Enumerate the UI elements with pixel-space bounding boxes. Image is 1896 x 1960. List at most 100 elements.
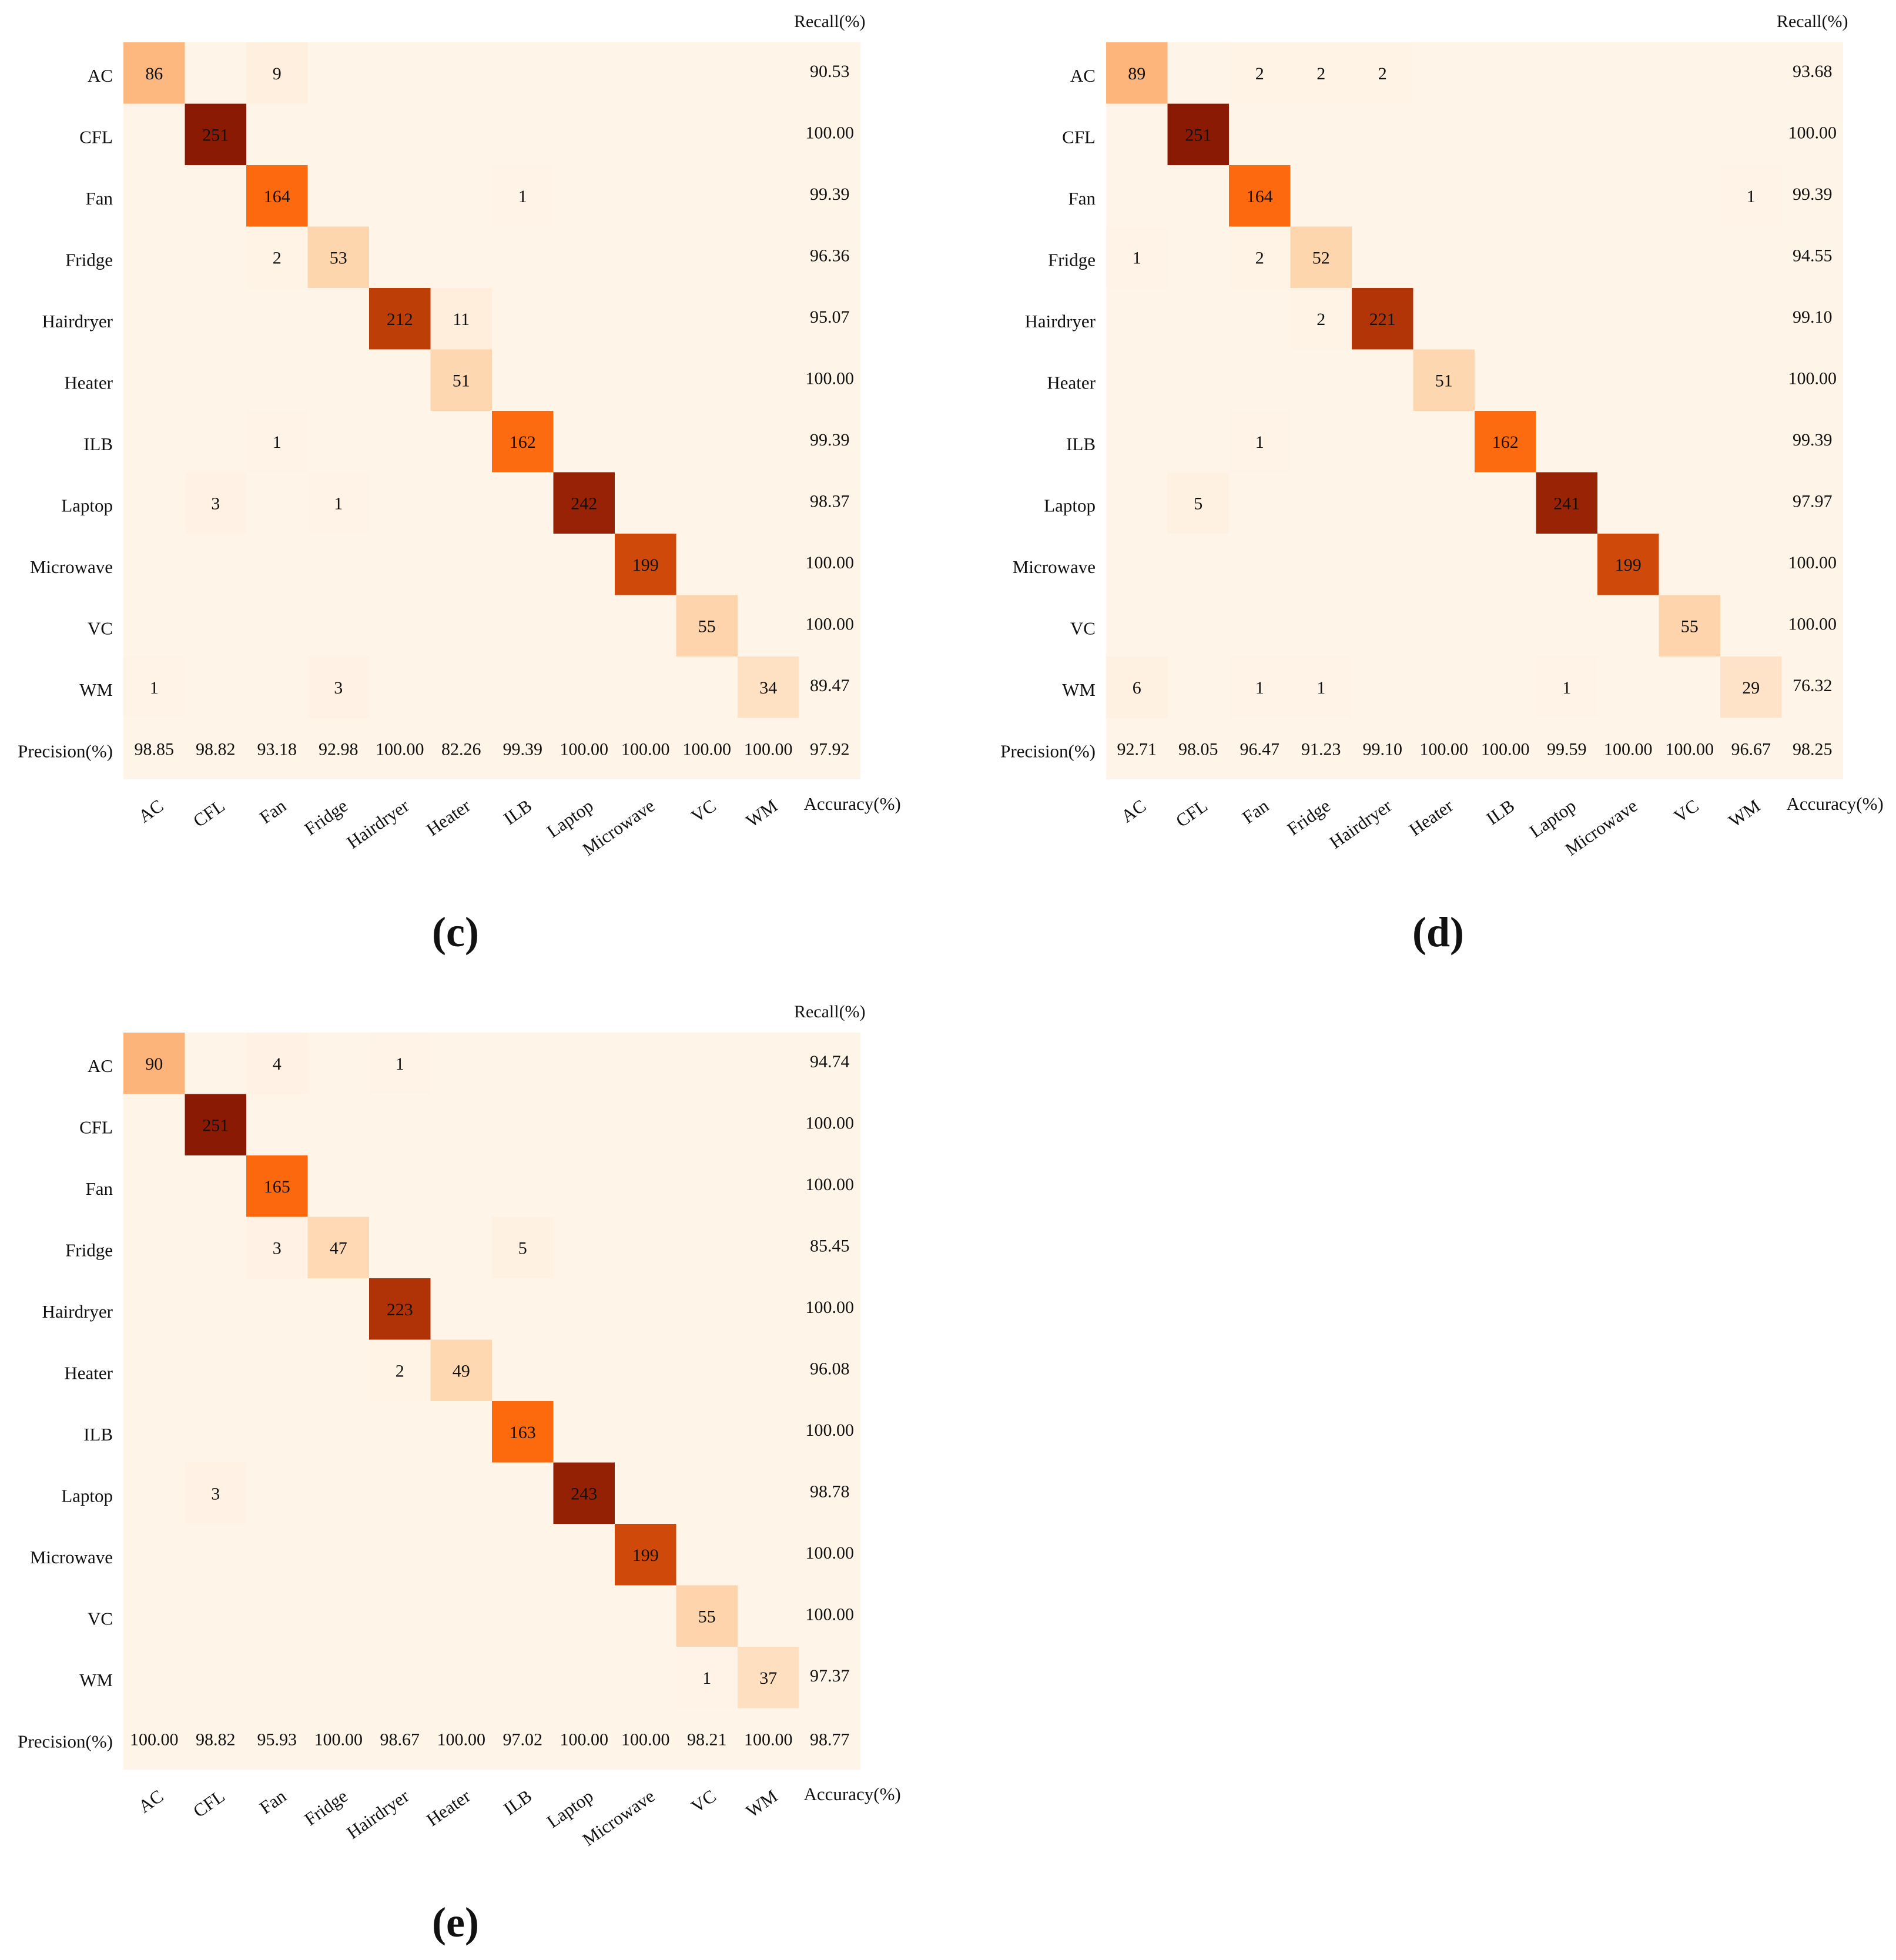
column-label: AC: [135, 795, 167, 826]
matrix-cell: [1536, 411, 1597, 473]
matrix-cell: [123, 595, 185, 656]
matrix-cell: [1475, 472, 1536, 534]
accuracy-label: Accuracy(%): [804, 793, 901, 814]
precision-row-label: Precision(%): [18, 1731, 113, 1752]
recall-column-header: Recall(%): [794, 1002, 866, 1021]
matrix-cell: [185, 656, 246, 718]
matrix-cell: [1413, 288, 1475, 350]
matrix-cell: [1536, 534, 1597, 595]
column-label: AC: [1117, 795, 1150, 826]
matrix-cell: [553, 411, 615, 473]
matrix-cell: [246, 288, 308, 350]
matrix-cell: [1106, 411, 1168, 473]
matrix-cell: [676, 472, 738, 534]
matrix-cell: [1536, 288, 1597, 350]
matrix-cell: [738, 1647, 799, 1708]
cell-value: 90: [145, 1054, 163, 1074]
matrix-cell: [430, 42, 492, 104]
matrix-cell: [307, 103, 369, 165]
matrix-cell: [1536, 103, 1597, 165]
matrix-cell: [615, 1462, 676, 1524]
matrix-cell: [307, 1462, 369, 1524]
matrix-cell: [1475, 42, 1536, 104]
matrix-cell: [1290, 472, 1352, 534]
recall-value: 94.55: [1793, 246, 1833, 265]
row-label: WM: [79, 679, 113, 700]
matrix-cell: [615, 1585, 676, 1647]
matrix-cell: [1229, 411, 1291, 473]
matrix-cell: [1352, 595, 1413, 656]
matrix-cell: [1659, 349, 1720, 411]
matrix-cell: [1659, 472, 1720, 534]
cell-value: 223: [387, 1300, 413, 1319]
row-label: ILB: [83, 1424, 113, 1445]
row-label: Microwave: [1013, 557, 1096, 577]
cell-value: 1: [518, 187, 527, 206]
matrix-cell: [185, 349, 246, 411]
recall-value: 99.10: [1793, 307, 1833, 327]
accuracy-label: Accuracy(%): [804, 1784, 901, 1804]
matrix-cell: [369, 411, 431, 473]
matrix-cell: [1413, 165, 1475, 227]
matrix-cell: [430, 1401, 492, 1463]
recall-value: 96.36: [810, 246, 850, 265]
matrix-cell: [369, 288, 431, 350]
matrix-cell: [676, 1339, 738, 1401]
matrix-cell: [430, 1524, 492, 1586]
matrix-cell: [123, 288, 185, 350]
precision-value: 100.00: [1604, 739, 1653, 759]
cell-value: 47: [330, 1238, 347, 1258]
precision-value: 100.00: [1666, 739, 1714, 759]
matrix-cell: [123, 103, 185, 165]
matrix-cell: [369, 226, 431, 288]
matrix-cell: [553, 472, 615, 534]
matrix-cell: [738, 1585, 799, 1647]
cell-value: 162: [510, 433, 536, 452]
matrix-cell: [185, 288, 246, 350]
matrix-cell: [1536, 595, 1597, 656]
matrix-cell: [553, 42, 615, 104]
matrix-cell: [1720, 595, 1782, 656]
matrix-cell: [615, 165, 676, 227]
row-label: ILB: [1066, 434, 1096, 454]
matrix-cell: [1413, 411, 1475, 473]
matrix-cell: [615, 1217, 676, 1278]
cell-value: 2: [1255, 64, 1264, 83]
panel-label: (d): [1412, 909, 1464, 956]
matrix-cell: [1352, 165, 1413, 227]
column-label: ILB: [1482, 795, 1518, 829]
matrix-cell: [246, 534, 308, 595]
row-label: Microwave: [30, 557, 113, 577]
matrix-cell: [123, 472, 185, 534]
cell-value: 2: [1317, 310, 1325, 329]
recall-value: 76.32: [1793, 676, 1833, 695]
recall-value: 100.00: [806, 123, 855, 142]
matrix-cell: [1659, 595, 1720, 656]
row-label: Fridge: [65, 1240, 113, 1261]
cell-value: 5: [518, 1238, 527, 1258]
matrix-cell: [1290, 165, 1352, 227]
cell-value: 1: [1255, 678, 1264, 698]
matrix-cell: [1290, 349, 1352, 411]
precision-value: 99.10: [1363, 739, 1403, 759]
matrix-cell: [738, 595, 799, 656]
recall-column-header: Recall(%): [1777, 12, 1848, 31]
cell-value: 6: [1133, 678, 1141, 698]
matrix-cell: [1597, 349, 1659, 411]
matrix-cell: [307, 1094, 369, 1155]
matrix-cell: [430, 656, 492, 718]
matrix-cell: [1352, 288, 1413, 350]
matrix-cell: [738, 1217, 799, 1278]
matrix-cell: [307, 1524, 369, 1586]
matrix-cell: [369, 472, 431, 534]
column-label: Heater: [1405, 795, 1457, 840]
matrix-cell: [307, 1585, 369, 1647]
recall-value: 96.08: [810, 1359, 850, 1378]
matrix-cell: [1167, 288, 1229, 350]
cell-value: 199: [632, 555, 659, 575]
matrix-cell: [1167, 165, 1229, 227]
matrix-cell: [246, 165, 308, 227]
cell-value: 4: [273, 1054, 282, 1074]
precision-value: 100.00: [130, 1730, 179, 1749]
cell-value: 37: [759, 1668, 777, 1688]
